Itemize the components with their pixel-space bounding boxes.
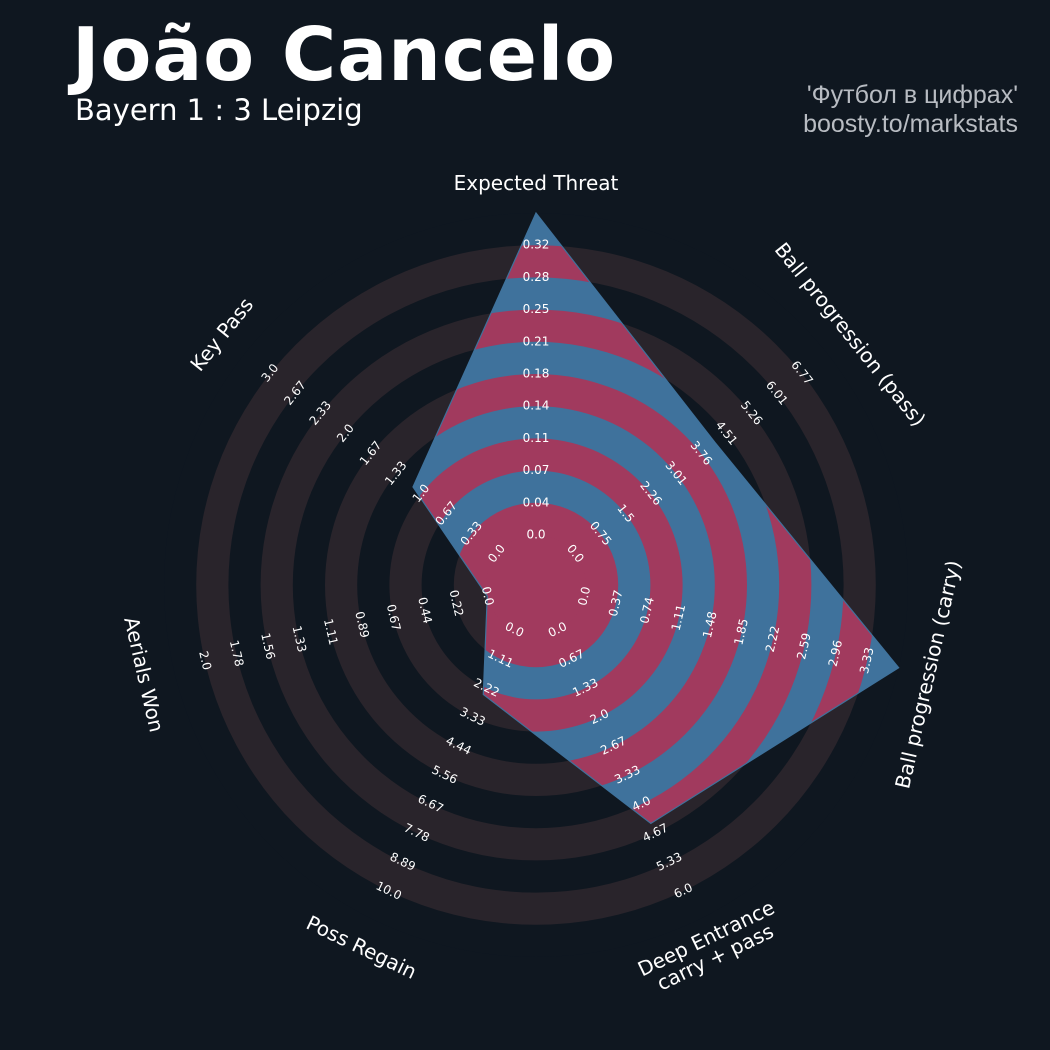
tick-label-2-8: 2.96: [826, 639, 846, 668]
tick-label-2-1: 0.37: [606, 589, 626, 618]
tick-label-5-4: 0.89: [352, 610, 372, 639]
tick-label-5-5: 1.11: [321, 617, 341, 646]
tick-label-5-0: 0.0: [479, 585, 497, 607]
tick-label-2-2: 0.74: [637, 596, 657, 625]
match-score: Bayern 1 : 3 Leipzig: [75, 93, 363, 127]
tick-label-5-1: 0.22: [447, 589, 467, 618]
param-label-line: Aerials Won: [119, 614, 169, 734]
tick-label-2-0: 0.0: [575, 585, 593, 607]
tick-label-2-3: 1.11: [669, 603, 689, 632]
tick-label-5-3: 0.67: [384, 603, 404, 632]
tick-label-0-1: 0.04: [523, 495, 550, 509]
tick-label-0-0: 0.0: [526, 528, 545, 542]
tick-label-5-9: 2.0: [196, 650, 214, 672]
tick-label-5-2: 0.44: [415, 596, 435, 625]
tick-label-0-7: 0.25: [523, 302, 550, 316]
tick-label-0-3: 0.11: [523, 431, 550, 445]
player-polygon-outline: [412, 211, 900, 825]
tick-label-0-9: 0.32: [523, 238, 550, 252]
tick-label-2-6: 2.22: [763, 624, 783, 653]
tick-label-5-6: 1.33: [290, 624, 310, 653]
tick-label-0-8: 0.28: [523, 270, 550, 284]
tick-label-2-5: 1.85: [731, 617, 751, 646]
tick-label-0-6: 0.21: [523, 334, 550, 348]
param-label-5: Aerials Won: [119, 614, 169, 734]
param-label-line: Expected Threat: [454, 171, 619, 195]
tick-label-2-9: 3.33: [857, 646, 877, 675]
tick-label-5-8: 1.78: [227, 639, 247, 668]
credit-line-2: boosty.to/markstats: [803, 110, 1018, 138]
tick-label-5-7: 1.56: [258, 632, 278, 661]
player-name: João Cancelo: [72, 12, 617, 98]
tick-label-0-4: 0.14: [523, 399, 550, 413]
credit-block: 'Футбол в цифрах' boosty.to/markstats: [803, 81, 1018, 139]
param-label-0: Expected Threat: [454, 171, 619, 195]
poly-band-center: [486, 535, 586, 635]
tick-label-2-7: 2.59: [794, 632, 814, 661]
tick-label-0-2: 0.07: [523, 463, 550, 477]
tick-label-0-5: 0.18: [523, 367, 550, 381]
tick-label-2-4: 1.48: [700, 610, 720, 639]
credit-line-1: 'Футбол в цифрах': [806, 81, 1018, 109]
